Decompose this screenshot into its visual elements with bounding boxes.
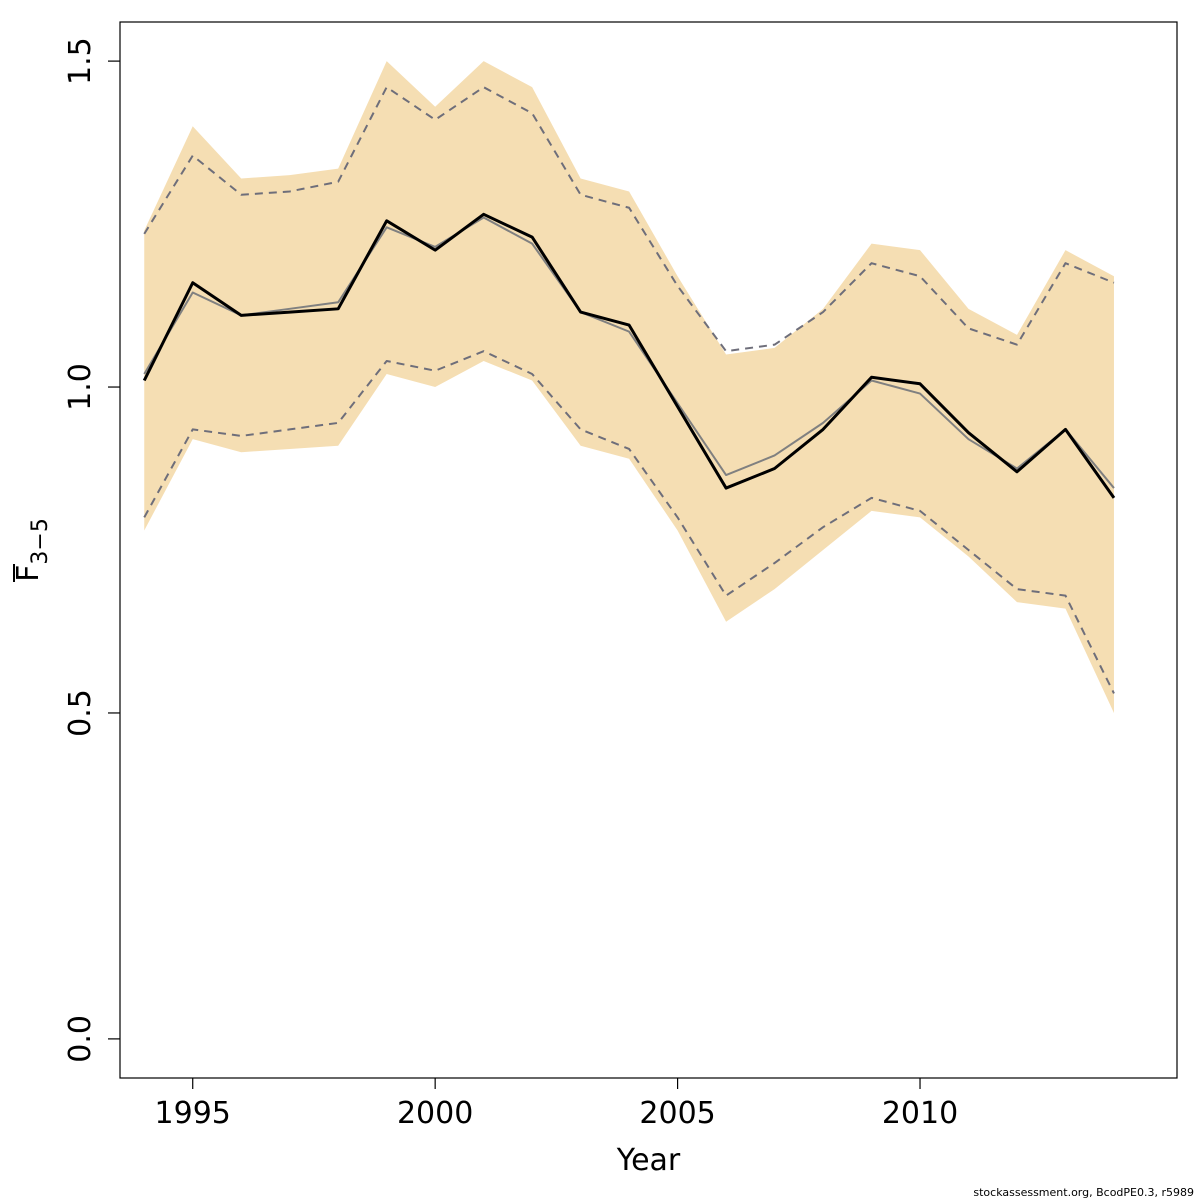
y-axis-label-subscript: 3−5 bbox=[28, 518, 53, 564]
confidence-band bbox=[144, 61, 1114, 713]
lower-bound-line bbox=[143, 350, 1115, 694]
y-tick-label-0.0: 0.0 bbox=[63, 1015, 98, 1063]
confidence-band-area bbox=[144, 61, 1114, 713]
y-axis-label: F3−5 bbox=[11, 518, 53, 582]
x-tick-label-1995: 1995 bbox=[155, 1096, 231, 1131]
svg-text:F3−5: F3−5 bbox=[11, 518, 53, 582]
y-tick-label-1.5: 1.5 bbox=[63, 37, 98, 85]
y-axis-label-main: F bbox=[11, 565, 46, 582]
x-axis: 1995 2000 2005 2010 bbox=[155, 1078, 958, 1131]
x-tick-label-2010: 2010 bbox=[882, 1096, 958, 1131]
y-tick-label-0.5: 0.5 bbox=[63, 689, 98, 737]
x-axis-label: Year bbox=[616, 1143, 681, 1178]
plot-frame bbox=[119, 21, 1178, 1079]
x-tick-label-2000: 2000 bbox=[397, 1096, 473, 1131]
upper-bound-line bbox=[143, 86, 1115, 353]
estimate-line bbox=[142, 212, 1116, 499]
y-tick-label-1.0: 1.0 bbox=[63, 363, 98, 411]
y-axis: 0.0 0.5 1.0 1.5 bbox=[63, 37, 120, 1063]
series-lines bbox=[142, 86, 1116, 694]
comparison-line bbox=[143, 216, 1115, 489]
footer-credit: stockassessment.org, BcodPE0.3, r5989 bbox=[973, 1186, 1194, 1199]
x-tick-label-2005: 2005 bbox=[639, 1096, 715, 1131]
